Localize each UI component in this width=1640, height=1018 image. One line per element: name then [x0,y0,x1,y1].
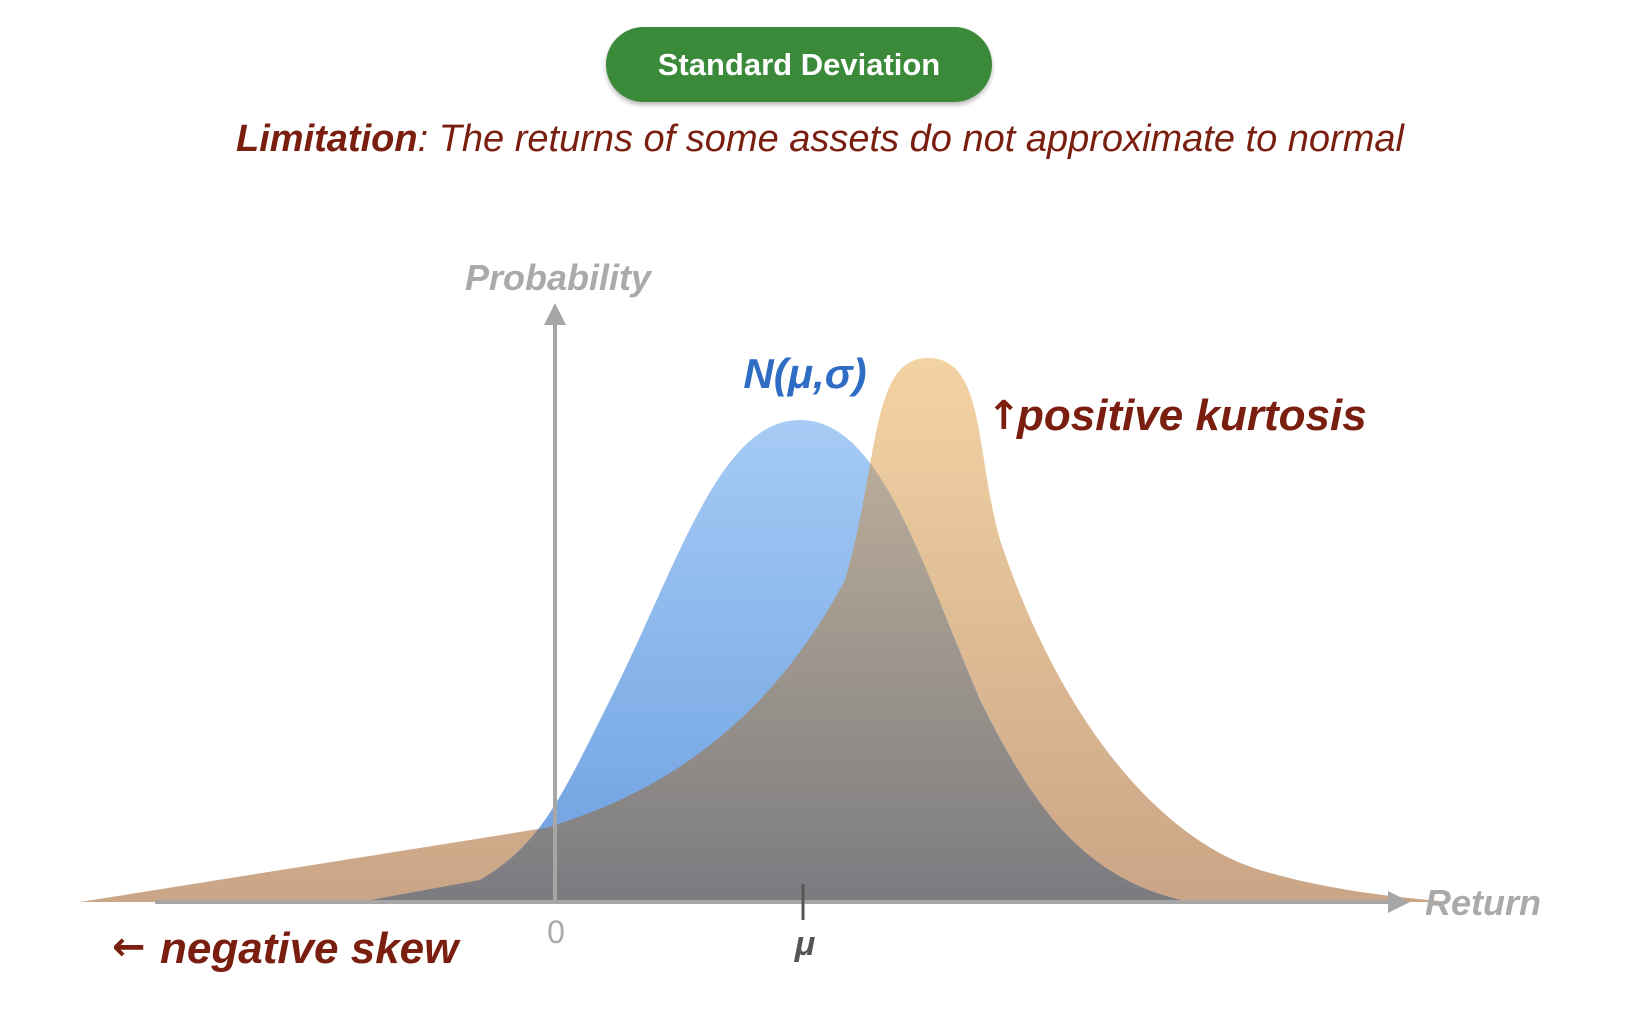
kurtosis-arrow-icon: ↑ [987,393,1021,439]
x-axis-label: Return [1425,882,1541,923]
skewed-distribution-curve [80,358,1450,902]
skew-arrow-icon: ← [112,924,146,970]
subtitle: Limitation: The returns of some assets d… [0,118,1640,161]
x-axis-arrowhead [1388,891,1410,913]
subtitle-text: : The returns of some assets do not appr… [417,118,1404,160]
skew-label: negative skew [160,924,461,973]
kurtosis-label: positive kurtosis [1016,391,1367,440]
tick-zero-label: 0 [547,914,565,950]
normal-distribution-label: N(μ,σ) [743,350,866,397]
tick-mu-label: μ [794,925,816,963]
subtitle-label: Limitation [236,118,418,160]
y-axis-arrowhead [544,303,566,325]
title-badge: Standard Deviation [606,27,992,102]
y-axis-label: Probability [465,257,653,298]
